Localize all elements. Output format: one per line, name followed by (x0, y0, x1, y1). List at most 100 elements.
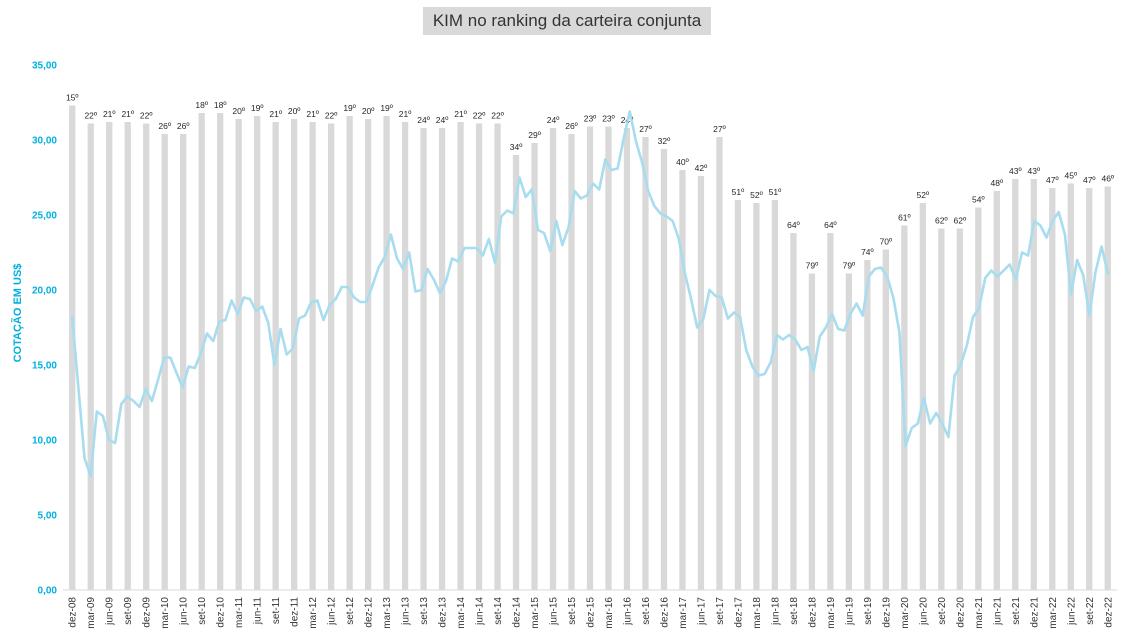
rank-label: 24º (436, 115, 449, 125)
rank-label: 21º (269, 109, 282, 119)
rank-label: 24º (417, 115, 430, 125)
rank-label: 62º (935, 216, 948, 226)
x-tick-label: jun-11 (253, 597, 264, 625)
rank-label: 48º (991, 178, 1004, 188)
x-axis: dez-08 mar-09 jun-09 set-09 dez-09 mar-10 jun-… (63, 589, 1117, 629)
rank-label: 18º (195, 100, 208, 110)
rank-bar (254, 116, 261, 590)
x-tick-label: mar-21 (974, 597, 985, 629)
rank-label: 42º (695, 163, 708, 173)
rank-label: 21º (306, 109, 319, 119)
x-tick-label: mar-17 (678, 597, 689, 629)
rank-label: 61º (898, 213, 911, 223)
rank-label: 52º (750, 190, 763, 200)
x-tick-label: jun-18 (770, 597, 781, 626)
rank-bar (494, 123, 501, 590)
x-tick-label: set-21 (1011, 597, 1022, 625)
rank-bar (143, 123, 150, 590)
rank-label: 47º (1046, 175, 1059, 185)
price-line (70, 110, 1110, 478)
x-tick-label: mar-13 (382, 597, 393, 629)
rank-label: 79º (843, 261, 856, 271)
rank-label: 45º (1064, 171, 1077, 181)
rank-label: 22º (84, 111, 97, 121)
rank-bar (420, 128, 427, 590)
x-tick-label: dez-18 (807, 597, 818, 628)
rank-bar (549, 128, 557, 590)
rank-bar (1012, 179, 1019, 590)
y-axis-label: COTAÇÃO EM US$ (11, 264, 24, 363)
rank-bar (124, 122, 131, 590)
rank-labels: 15º 22º 21º 21º 22º 26º 26º 18º 18º 20º 19º 21º 20º 2… (66, 93, 1114, 271)
rank-label: 15º (66, 93, 79, 103)
rank-bar (217, 113, 224, 590)
chart-title-box: KIM no ranking da carteira conjunta (423, 7, 711, 35)
x-tick-label: mar-11 (234, 597, 245, 628)
y-tick-label: 5,00 (38, 511, 58, 522)
rank-label: 22º (491, 111, 504, 121)
rank-label: 64º (824, 220, 837, 230)
rank-label: 62º (954, 216, 967, 226)
rank-bar (475, 123, 483, 590)
rank-label: 79º (806, 261, 819, 271)
x-tick-label: jun-15 (549, 597, 560, 626)
x-tick-label: set-09 (123, 597, 134, 625)
x-tick-label: mar-14 (456, 597, 467, 629)
rank-bar (771, 200, 779, 590)
price-line-series (70, 110, 1110, 478)
rank-label: 22º (140, 111, 153, 121)
rank-bar (790, 233, 797, 590)
rank-label: 21º (103, 109, 116, 119)
bar-series (69, 105, 1111, 590)
rank-bar (919, 203, 926, 590)
rank-bar (938, 228, 945, 590)
y-tick-label: 35,00 (32, 61, 57, 72)
x-tick-label: jun-21 (992, 597, 1003, 626)
rank-bar (457, 122, 464, 590)
rank-label: 43º (1009, 166, 1022, 176)
rank-bar (586, 126, 594, 590)
rank-label: 40º (676, 157, 689, 167)
rank-bar (808, 273, 816, 590)
rank-bar (975, 207, 982, 590)
rank-label: 22º (473, 111, 486, 121)
x-tick-label: jun-13 (401, 597, 412, 626)
rank-label: 51º (769, 187, 782, 197)
x-tick-label: mar-15 (530, 597, 541, 629)
x-tick-label: set-14 (493, 597, 504, 625)
rank-bar (642, 137, 649, 590)
x-tick-label: jun-17 (696, 597, 707, 626)
x-tick-label: set-19 (863, 597, 874, 625)
rank-label: 24º (547, 115, 560, 125)
x-tick-label: jun-20 (918, 597, 929, 626)
rank-bar (383, 116, 390, 590)
rank-bar (882, 249, 890, 590)
y-tick-label: 15,00 (32, 361, 57, 372)
rank-bar (734, 200, 742, 590)
chart-title: KIM no ranking da carteira conjunta (432, 11, 702, 30)
rank-bar (993, 191, 1000, 590)
x-tick-label: set-22 (1085, 597, 1096, 625)
x-tick-label: set-18 (789, 597, 800, 625)
rank-bar (401, 122, 409, 590)
rank-bar (161, 134, 168, 590)
rank-label: 27º (713, 124, 726, 134)
rank-label: 47º (1083, 175, 1096, 185)
rank-bar (1049, 188, 1056, 590)
x-tick-label: jun-12 (327, 597, 338, 626)
x-tick-label: set-15 (567, 597, 578, 625)
x-tick-label: dez-20 (955, 597, 966, 628)
rank-bar (568, 134, 575, 590)
y-tick-label: 25,00 (32, 211, 57, 222)
rank-label: 19º (251, 103, 264, 113)
rank-bar (679, 170, 686, 590)
rank-label: 20º (232, 106, 245, 116)
rank-bar (623, 128, 631, 590)
x-tick-label: jun-14 (475, 597, 486, 626)
rank-bar (364, 119, 372, 590)
rank-label: 27º (639, 124, 652, 134)
rank-label: 19º (343, 103, 356, 113)
rank-label: 54º (972, 195, 985, 205)
rank-bar (1086, 188, 1093, 590)
